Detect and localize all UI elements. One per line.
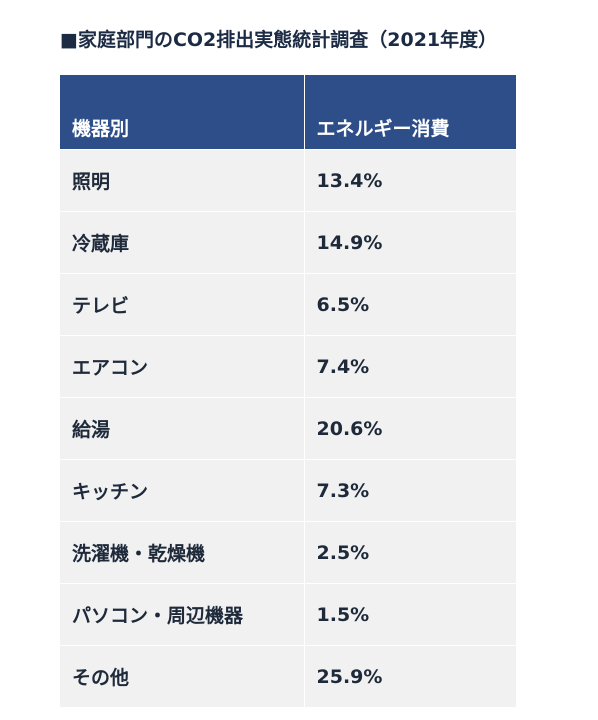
row-value: 20.6% — [304, 397, 516, 460]
row-value: 1.5% — [304, 583, 516, 646]
row-category: 給湯 — [60, 397, 305, 460]
table-row: キッチン 7.3% — [60, 459, 516, 522]
column-header-energy: エネルギー消費 — [304, 75, 516, 150]
row-category: 冷蔵庫 — [60, 211, 305, 274]
row-value: 7.3% — [304, 459, 516, 522]
row-value: 7.4% — [304, 335, 516, 398]
energy-table: 機器別 エネルギー消費 照明 13.4% 冷蔵庫 14.9% テレビ 6.5% … — [60, 75, 516, 707]
column-header-category: 機器別 — [60, 75, 305, 150]
table-row: テレビ 6.5% — [60, 273, 516, 336]
row-category: その他 — [60, 645, 305, 707]
table-row: パソコン・周辺機器 1.5% — [60, 583, 516, 646]
table-row: 給湯 20.6% — [60, 397, 516, 460]
row-category: 照明 — [60, 149, 305, 212]
table-row: その他 25.9% — [60, 645, 516, 707]
table-row: エアコン 7.4% — [60, 335, 516, 398]
table-row: 照明 13.4% — [60, 149, 516, 212]
row-category: キッチン — [60, 459, 305, 522]
row-value: 13.4% — [304, 149, 516, 212]
row-value: 6.5% — [304, 273, 516, 336]
row-category: テレビ — [60, 273, 305, 336]
row-category: エアコン — [60, 335, 305, 398]
row-value: 2.5% — [304, 521, 516, 584]
table-row: 冷蔵庫 14.9% — [60, 211, 516, 274]
table-row: 洗濯機・乾燥機 2.5% — [60, 521, 516, 584]
row-category: パソコン・周辺機器 — [60, 583, 305, 646]
row-value: 14.9% — [304, 211, 516, 274]
chart-title: ■家庭部門のCO2排出実態統計調査（2021年度） — [60, 29, 498, 51]
row-value: 25.9% — [304, 645, 516, 707]
table-header-row: 機器別 エネルギー消費 — [60, 75, 516, 150]
row-category: 洗濯機・乾燥機 — [60, 521, 305, 584]
